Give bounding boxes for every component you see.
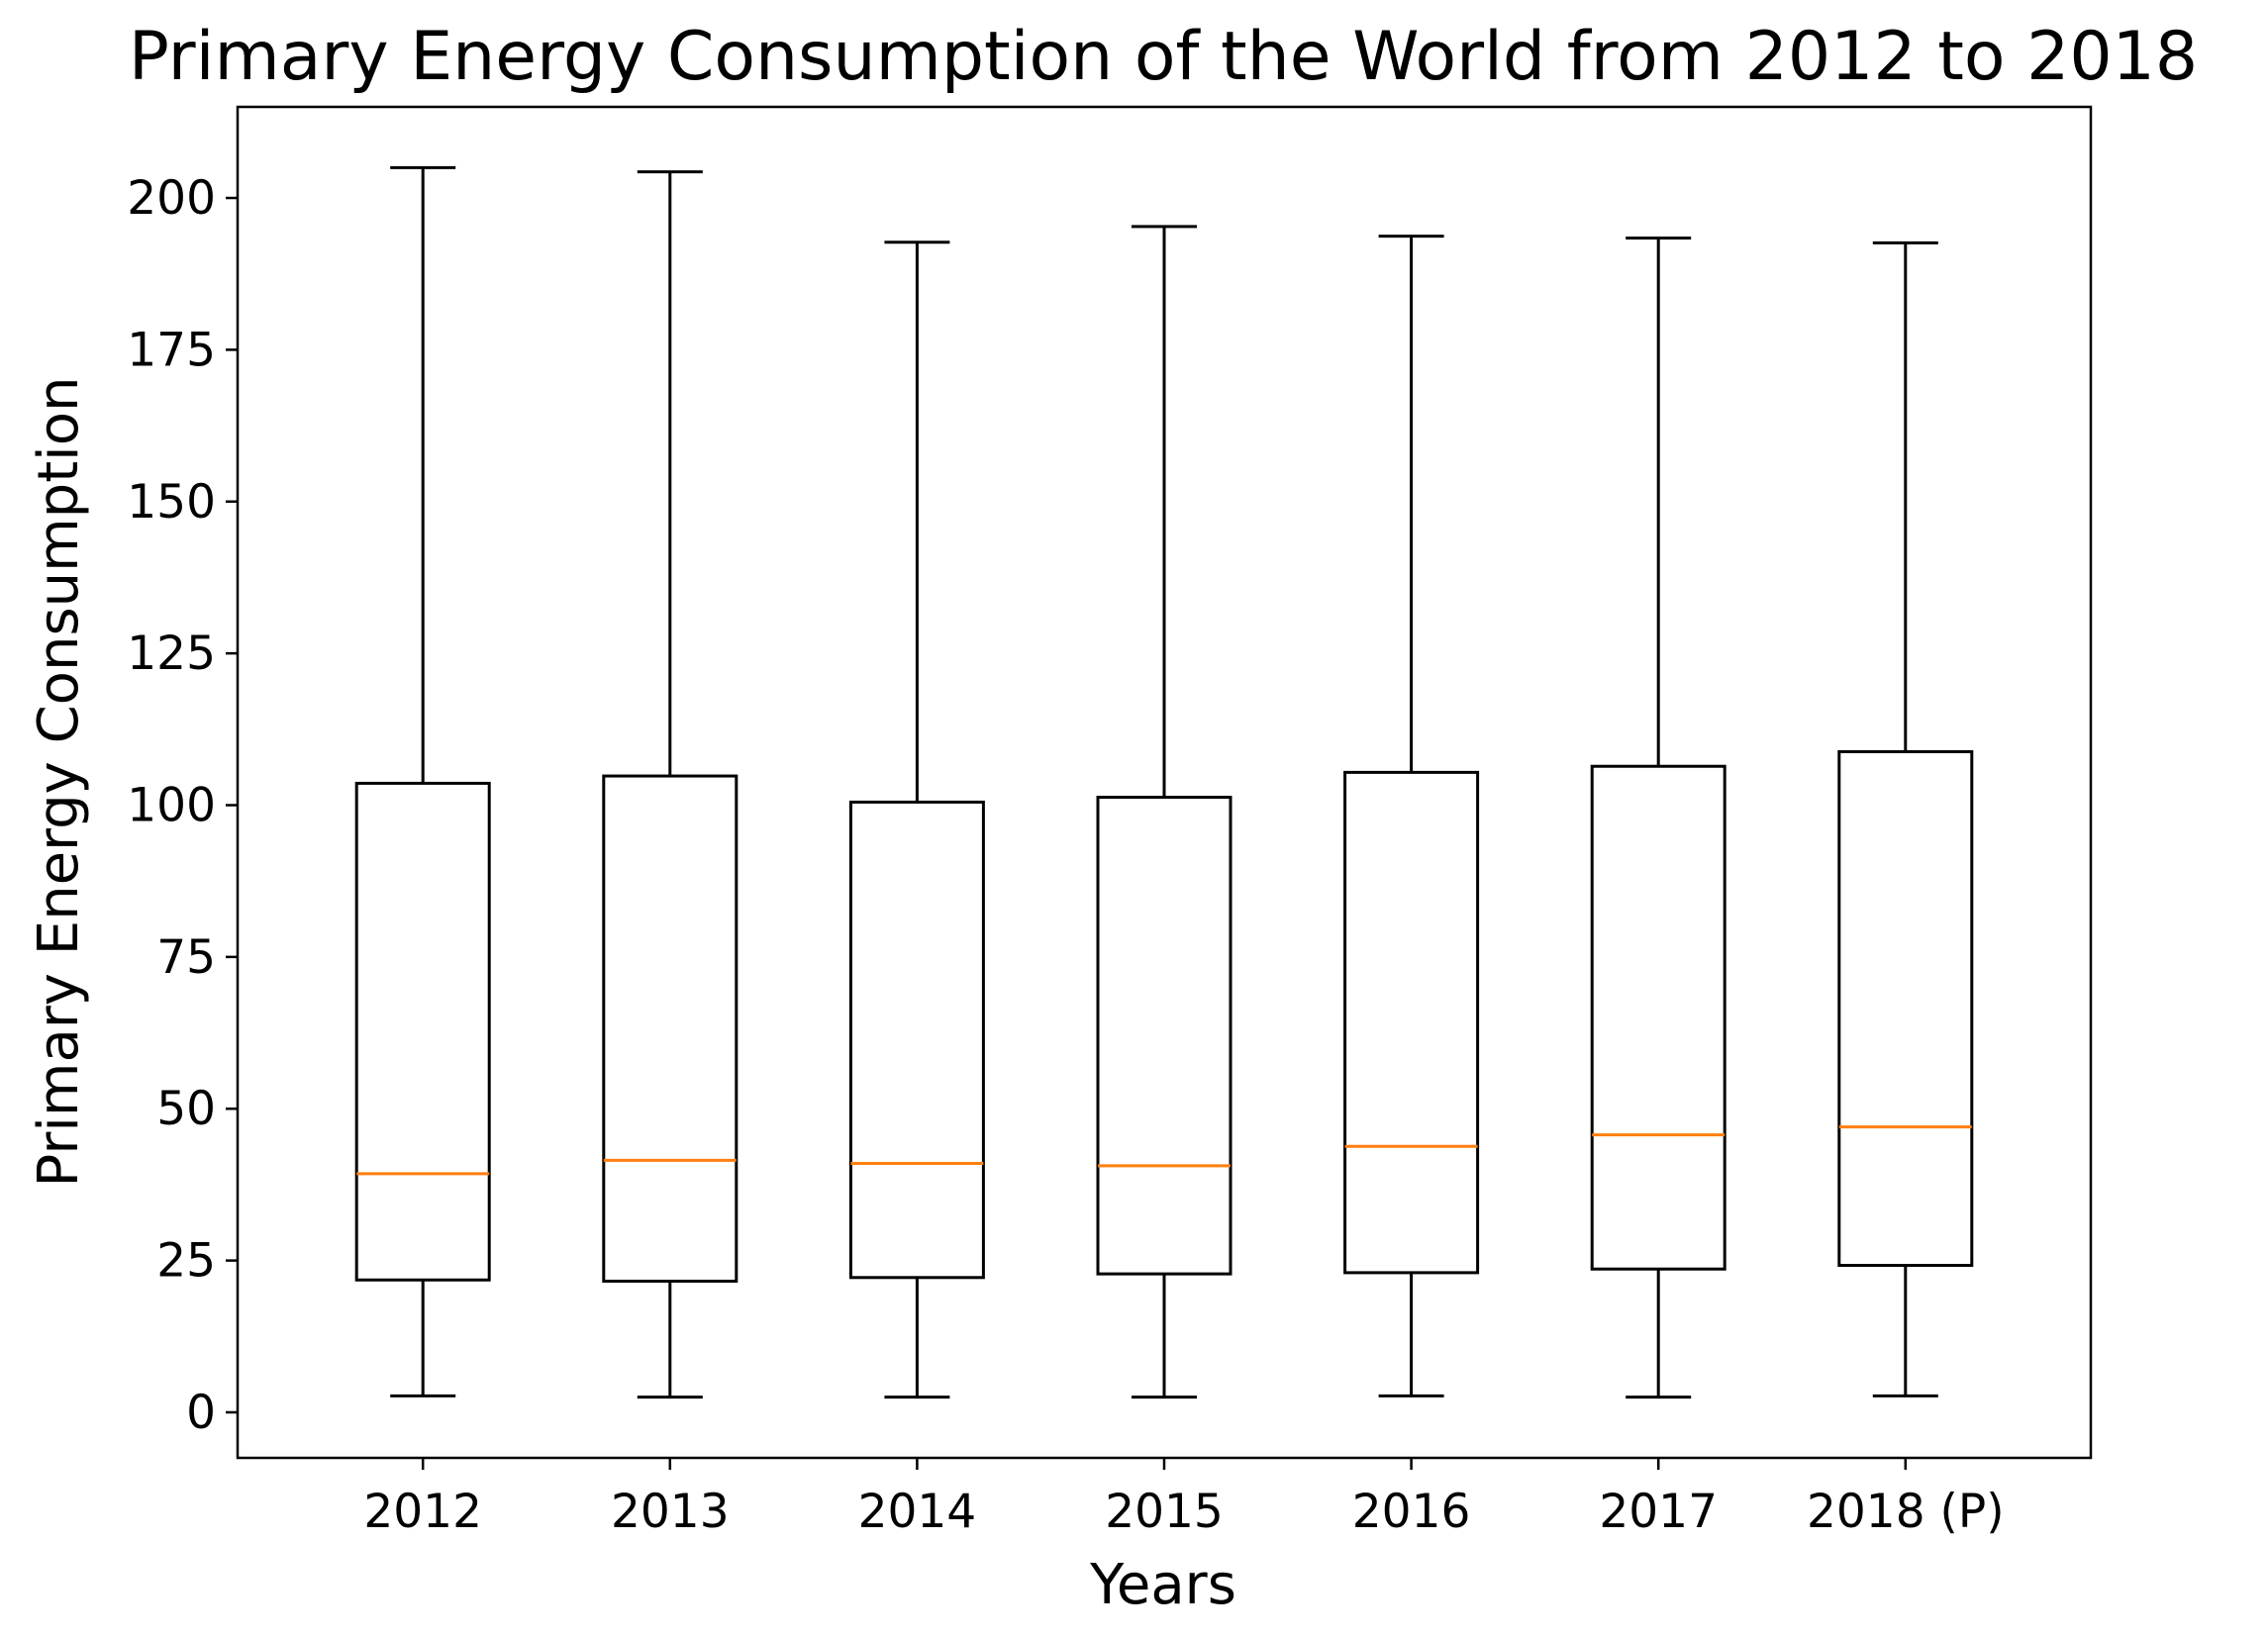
iqr-box <box>848 800 985 1280</box>
box-2014 <box>848 241 985 1399</box>
y-tick-label: 0 <box>186 1386 216 1440</box>
y-tick-label: 75 <box>156 930 216 985</box>
x-tick-label: 2015 <box>1105 1485 1224 1539</box>
iqr-box <box>1590 764 1726 1271</box>
iqr-box <box>602 774 739 1283</box>
chart-title: Primary Energy Consumption of the World … <box>129 18 2198 96</box>
y-tick-label: 175 <box>127 323 216 377</box>
y-tick-label: 125 <box>127 626 216 681</box>
box-2013 <box>602 170 739 1399</box>
iqr-box <box>1343 770 1480 1275</box>
iqr-box <box>1837 750 1974 1268</box>
y-axis-label: Primary Energy Consumption <box>27 377 91 1188</box>
x-tick-label: 2012 <box>363 1485 482 1539</box>
y-tick-label: 100 <box>127 779 216 833</box>
x-tick-label: 2014 <box>858 1485 977 1539</box>
x-axis: 2012 2013 2014 2015 2016 2017 2018 (P) <box>363 1458 2005 1539</box>
x-tick-label: 2018 (P) <box>1807 1485 2005 1539</box>
y-tick-label: 25 <box>156 1234 216 1289</box>
box-2012 <box>354 165 491 1397</box>
x-tick-label: 2013 <box>611 1485 730 1539</box>
y-tick-label: 50 <box>156 1082 216 1136</box>
y-tick-label: 200 <box>127 171 216 226</box>
y-axis: 0 25 50 75 100 125 150 175 200 <box>127 171 238 1440</box>
x-axis-label: Years <box>1089 1553 1236 1617</box>
iqr-box <box>1096 796 1233 1276</box>
y-tick-label: 150 <box>127 475 216 530</box>
box-2018-P <box>1837 241 1974 1397</box>
box-series <box>354 165 1974 1399</box>
x-tick-label: 2017 <box>1599 1485 1718 1539</box>
box-2017 <box>1590 237 1726 1399</box>
box-2015 <box>1096 225 1233 1399</box>
x-tick-label: 2016 <box>1352 1485 1471 1539</box>
iqr-box <box>354 781 491 1282</box>
box-2016 <box>1343 235 1480 1397</box>
